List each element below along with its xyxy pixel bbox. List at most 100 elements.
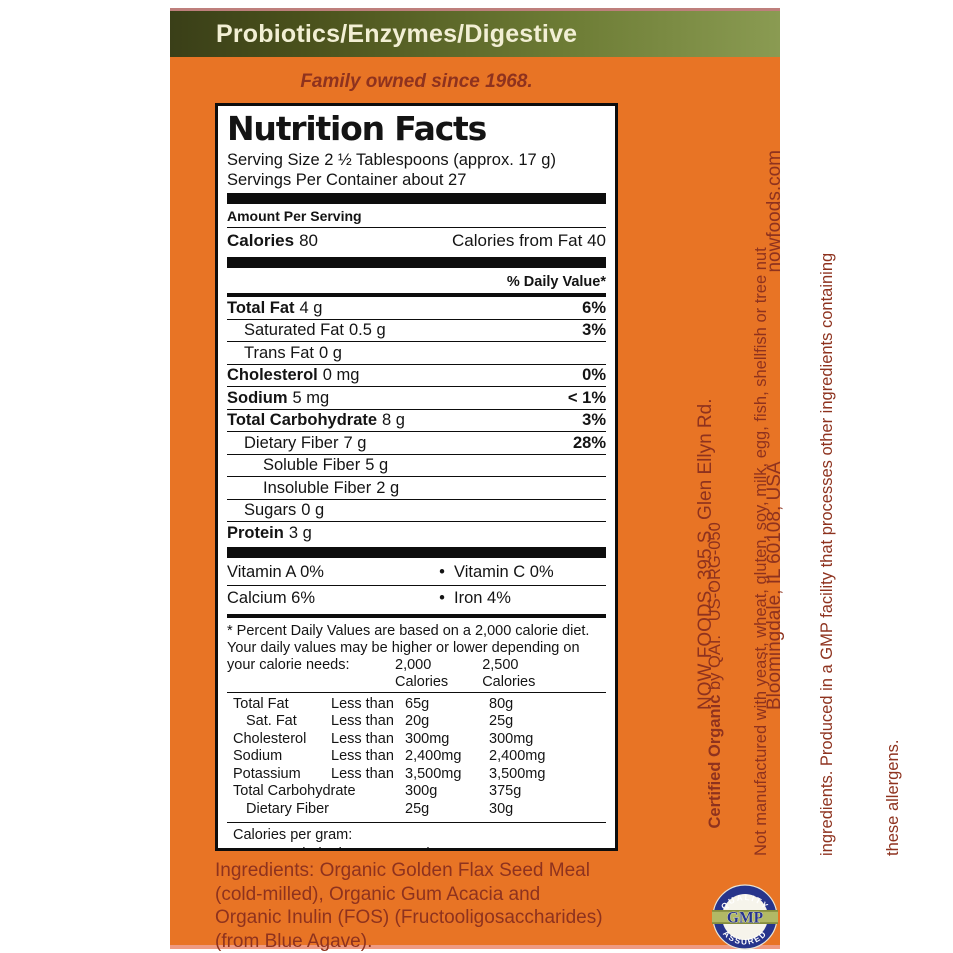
calories: Calories 80 [227,231,318,251]
ref-nutrient: Sodium [233,748,283,764]
nutrient-amount: 2 g [376,478,400,497]
nutrient-name: Cholesterol [227,366,318,384]
nutrient-row: Cholesterol 0 mg 0% [227,363,606,387]
nutrient: Soluble Fiber 5 g [227,456,388,475]
nutrient-dv: 3% [582,321,606,339]
nutrient: Cholesterol 0 mg [227,366,359,385]
ref-2500: 300mg [489,730,534,747]
ref-nutrient: Total Carbohydrate [233,783,356,799]
certified-organic-line: Certified Organic by QAI. US-ORG-050 [682,522,724,856]
reference-intake-table: Total Fat Less than 65g 80g Sat. Fat Les… [227,691,606,823]
ref-qualifier: Less than [331,713,394,729]
nutrient-amount: 5 mg [292,388,330,407]
calories-from-fat: Calories from Fat 40 [452,231,606,250]
nutrient-name: Total Carbohydrate [227,411,378,429]
bullet-separator: • [439,589,445,607]
reference-row: Sodium Less than 2,400mg 2,400mg [227,748,606,766]
nutrient-row: Sodium 5 mg < 1% [227,386,606,409]
column-unit: Calories [482,673,536,690]
divider-thick [227,546,606,558]
serving-size: Serving Size 2 ½ Tablespoons (approx. 17… [227,151,556,169]
divider-thick [227,257,606,268]
ref-nutrient: Total Fat [233,695,289,712]
ref-nutrient: Sat. Fat [246,713,297,729]
nutrient-amount: 3 g [288,523,312,542]
nutrient: Sodium 5 mg [227,389,329,408]
ingredients-line: (from Blue Agave). [215,930,373,952]
micronutrient-row: Calcium 6% • Iron 4% [227,584,606,611]
ingredients-line: Organic Inulin (FOS) (Fructooligosacchar… [215,907,603,928]
reference-row: Sat. Fat Less than 20g 25g [227,713,606,731]
calories-per-gram-values: Fat 9 · Carbohydrate 4 · Protein 4 [233,845,606,848]
nutrient-amount: 7 g [343,433,367,452]
ref-qualifier: Less than [331,730,394,747]
nutrient-dv: 0% [582,366,606,384]
footnote-column-2500: 2,500 Calories [482,657,535,691]
calories-per-gram: Calories per gram: Fat 9 · Carbohydrate … [227,823,606,848]
nutrient-amount: 0 g [319,343,342,362]
micronutrient-left: Calcium 6% [227,589,316,607]
nutrient-row: Total Carbohydrate 8 g 3% [227,408,606,432]
micronutrient-left: Vitamin A 0% [227,563,324,581]
nutrient: Trans Fat 0 g [227,344,342,363]
ref-2500: 375g [489,783,522,799]
micronutrient-right: Vitamin C 0% [454,563,554,581]
ref-nutrient: Dietary Fiber [246,800,329,817]
nutrition-facts-title: Nutrition Facts [227,109,487,148]
tagline: Family owned since 1968. [300,71,533,92]
reference-row: Total Fat Less than 65g 80g [227,696,606,714]
ingredients-line: (cold-milled), Organic Gum Acacia and [215,883,541,905]
allergen-line: ingredients. Produced in a GMP facility … [818,252,836,856]
ref-2000: 2,400mg [405,748,462,764]
ref-nutrient: Cholesterol [233,730,307,747]
daily-value-header: % Daily Value* [227,270,606,296]
nutrient-name: Dietary Fiber [244,433,339,452]
ref-2000: 65g [405,695,430,712]
ref-2000: 300g [405,783,438,799]
category-title: Probiotics/Enzymes/Digestive [216,20,578,48]
nutrient-amount: 5 g [365,456,389,474]
reference-row: Total Carbohydrate 300g 375g [227,783,606,801]
calories-per-gram-label: Calories per gram: [233,827,353,843]
ref-2500: 80g [489,695,514,712]
gmp-quality-badge: QUALITY ASSURED GMP [712,884,778,950]
gmp-badge-graphic: QUALITY ASSURED GMP [712,884,778,950]
nutrient: Insoluble Fiber 2 g [227,479,399,498]
nutrient-dv: 6% [582,298,606,317]
nutrient-name: Saturated Fat [244,321,344,339]
column-unit: Calories [395,673,449,690]
ref-2000: 300mg [405,730,450,747]
allergen-line: Not manufactured with yeast, wheat, glut… [752,247,770,856]
ref-nutrient: Potassium [233,765,301,782]
ref-2000: 3,500mg [405,765,462,782]
column-value: 2,500 [482,656,519,673]
ingredients-statement: Ingredients: Organic Golden Flax Seed Me… [215,859,645,953]
nutrient-dv: 3% [582,411,606,429]
category-header-bar: Probiotics/Enzymes/Digestive [170,11,780,57]
nutrient: Dietary Fiber 7 g [227,434,366,453]
badge-green-band [712,910,778,924]
nutrient-dv: 28% [572,433,606,452]
nutrient-amount: 8 g [382,411,405,429]
calories-label: Calories [227,231,295,250]
nutrient-row: Trans Fat 0 g [227,341,606,364]
servings-per-container: Servings Per Container about 27 [227,171,467,189]
ref-2000: 25g [405,800,430,817]
calories-row: Calories 80 Calories from Fat 40 [227,228,606,254]
product-label: Probiotics/Enzymes/Digestive Family owne… [170,8,902,952]
nutrient-name: Soluble Fiber [263,456,361,474]
nutrient-amount: 0.5 g [348,321,386,339]
nutrient-name: Trans Fat [244,343,314,362]
daily-value-footnote: * Percent Daily Values are based on a 2,… [227,620,606,692]
allergen-line: these allergens. [884,739,902,857]
nutrient-row: Protein 3 g [227,521,606,544]
nutrient-amount: 4 g [299,298,323,317]
nutrient-name: Total Fat [227,298,295,317]
nutrient: Sugars 0 g [227,501,324,520]
divider-medium [227,613,606,618]
nutrient: Total Carbohydrate 8 g [227,411,405,430]
nutrient-name: Protein [227,523,284,542]
ref-2000: 20g [405,713,430,729]
allergen-statement: Not manufactured with yeast, wheat, glut… [706,144,902,856]
